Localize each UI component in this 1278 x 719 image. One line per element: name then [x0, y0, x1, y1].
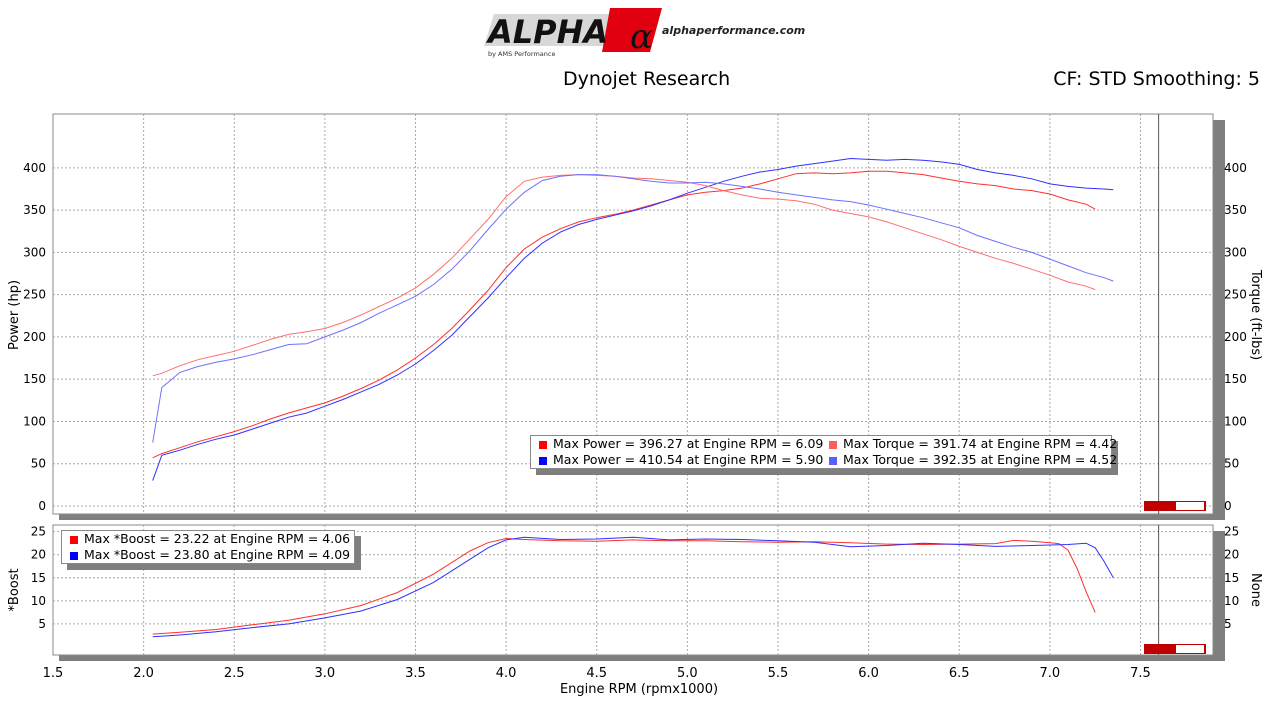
y-tick-label-left: 100	[23, 414, 46, 428]
dynojet-badge-icon	[1144, 501, 1206, 511]
y-tick-label-left: 150	[23, 372, 46, 386]
legend-power2-label: Max Power = 410.54 at Engine RPM = 5.90	[553, 452, 824, 467]
dynojet-badge-icon	[1144, 644, 1206, 654]
y-tick-label-left: 300	[23, 245, 46, 259]
boost2-line	[152, 536, 1114, 638]
y-tick-label-right: 0	[1224, 499, 1232, 513]
legend-row: Max Power = 410.54 at Engine RPM = 5.90 …	[531, 452, 1117, 468]
legend-swatch	[539, 456, 547, 465]
bottom-tick-labels: 1.5 2.0 2.5 3.0 3.5 4.0 4.5 5.0 5.5 6.0 6.5 7.0 7.5 5…	[31, 525, 1240, 681]
legend-swatch	[70, 535, 78, 544]
legend-swatch	[70, 551, 78, 560]
x-tick-label: 6.0	[858, 666, 879, 681]
x-tick-label: 2.5	[224, 666, 245, 681]
top-tick-labels: 0 0 50 50 100 100 150 150 200 200 250 250 300 300 350 3…	[23, 161, 1247, 513]
x-tick-label: 7.0	[1040, 666, 1061, 681]
y-tick-label-left: 0	[38, 499, 46, 513]
y-tick-label-right: 5	[1224, 617, 1232, 631]
legend-row: Max *Boost = 23.80 at Engine RPM = 4.09	[62, 547, 354, 563]
x-tick-label: 2.0	[133, 666, 154, 681]
x-tick-label: 5.5	[768, 666, 789, 681]
y-tick-label-left: 50	[31, 457, 46, 471]
legend-swatch	[829, 440, 837, 449]
y-tick-label-left: 5	[38, 617, 46, 631]
logo-text: ALPHA	[485, 13, 608, 51]
boost-legend: Max *Boost = 23.22 at Engine RPM = 4.06 …	[61, 530, 355, 564]
x-tick-label: 5.0	[677, 666, 698, 681]
correction-factor-text: CF: STD Smoothing: 5	[1053, 68, 1260, 90]
y-tick-label-right: 50	[1224, 457, 1239, 471]
logo-subtext: by AMS Performance	[488, 50, 555, 58]
y-tick-label-left: 200	[23, 330, 46, 344]
x-tick-label: 4.0	[496, 666, 517, 681]
x-tick-label: 7.5	[1130, 666, 1151, 681]
torque-axis-label: Torque (ft-lbs)	[1248, 269, 1263, 360]
legend-torque2-label: Max Torque = 392.35 at Engine RPM = 4.52	[843, 452, 1118, 467]
alpha-logo: ALPHA α by AMS Performance	[480, 8, 810, 60]
y-tick-label-right: 300	[1224, 245, 1247, 259]
x-tick-label: 6.5	[949, 666, 970, 681]
y-tick-label-left: 20	[31, 548, 46, 562]
y-tick-label-left: 25	[31, 525, 46, 539]
alpha-symbol-icon: α	[630, 17, 653, 57]
legend-boost2-label: Max *Boost = 23.80 at Engine RPM = 4.09	[84, 547, 351, 562]
y-tick-label-right: 400	[1224, 161, 1247, 175]
y-tick-label-right: 150	[1224, 372, 1247, 386]
alpha-logo-graphic: ALPHA α by AMS Performance	[484, 8, 662, 58]
x-axis-label: Engine RPM (rpmx1000)	[560, 682, 718, 697]
y-tick-label-left: 400	[23, 161, 46, 175]
y-tick-label-right: 25	[1224, 525, 1239, 539]
y-tick-label-right: 20	[1224, 548, 1239, 562]
y-tick-label-right: 100	[1224, 414, 1247, 428]
y-tick-label-left: 250	[23, 288, 46, 302]
y-tick-label-right: 10	[1224, 594, 1239, 608]
y-tick-label-right: 250	[1224, 288, 1247, 302]
power1-line	[152, 170, 1096, 459]
legend-swatch	[829, 456, 837, 465]
bottom-gridlines	[53, 525, 1213, 655]
boost1-line	[152, 537, 1096, 635]
x-tick-label: 3.0	[315, 666, 336, 681]
y-tick-label-right: 350	[1224, 203, 1247, 217]
legend-boost1-label: Max *Boost = 23.22 at Engine RPM = 4.06	[84, 531, 351, 546]
legend-torque1-label: Max Torque = 391.74 at Engine RPM = 4.42	[843, 436, 1118, 451]
x-tick-label: 4.5	[586, 666, 607, 681]
top-series-group	[152, 157, 1114, 481]
legend-row: Max Power = 396.27 at Engine RPM = 6.09 …	[531, 436, 1117, 452]
x-tick-label: 1.5	[43, 666, 64, 681]
power2-line	[152, 157, 1114, 481]
y-tick-label-left: 10	[31, 594, 46, 608]
boost-axis-label: *Boost	[7, 568, 22, 611]
legend-swatch	[539, 440, 547, 449]
x-tick-label: 3.5	[405, 666, 426, 681]
y-tick-label-right: 15	[1224, 571, 1239, 585]
legend-row: Max *Boost = 23.22 at Engine RPM = 4.06	[62, 531, 354, 547]
logo-url: alphaperformance.com	[662, 24, 806, 37]
y-tick-label-left: 15	[31, 571, 46, 585]
chart-title: Dynojet Research	[563, 68, 731, 90]
torque2-line	[152, 174, 1114, 443]
power-axis-label: Power (hp)	[7, 280, 22, 350]
none-axis-label: None	[1248, 573, 1263, 607]
y-tick-label-left: 350	[23, 203, 46, 217]
bottom-series-group	[152, 536, 1114, 638]
y-tick-label-right: 200	[1224, 330, 1247, 344]
legend-power1-label: Max Power = 396.27 at Engine RPM = 6.09	[553, 436, 824, 451]
power-torque-legend: Max Power = 396.27 at Engine RPM = 6.09 …	[530, 435, 1117, 469]
